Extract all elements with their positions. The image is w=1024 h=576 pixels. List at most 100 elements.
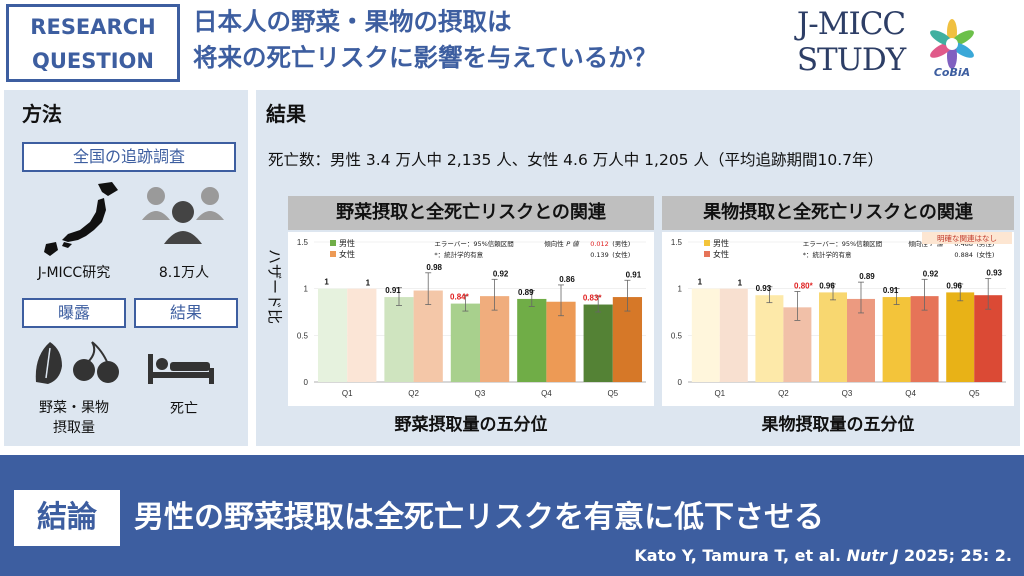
legend-swatch: [704, 251, 710, 257]
vegetable-fruit-icon: [35, 341, 119, 384]
outcome-label: 結果: [134, 298, 238, 328]
bar: [583, 304, 613, 382]
data-label: 0.93: [986, 268, 1002, 277]
data-label: 0.89: [859, 272, 875, 281]
trend-sex-female: (女性): [612, 250, 630, 259]
x-tick-label: Q1: [714, 389, 725, 398]
veg-x-axis-title: 野菜摂取量の五分位: [394, 415, 548, 435]
veg-chart-card: 0 0.5 1 1.5 Q1 1 1 Q2 0.91 0.98 Q3 0.84* 0.92 Q4 0.89 0…: [288, 232, 654, 406]
title-line1: 日本人の野菜・果物の摂取は: [193, 7, 512, 36]
trend-p-male: 0.012: [590, 240, 609, 248]
trend-p-label: P 値: [566, 240, 580, 248]
bar: [755, 295, 784, 382]
note-significance: *：統計学的有意: [434, 250, 483, 259]
data-label: 0.96: [819, 281, 835, 290]
data-label: 0.92: [923, 269, 939, 278]
cobia-text: CoBiA: [933, 66, 971, 79]
bar: [819, 292, 847, 382]
citation: Kato Y, Tamura T, et al. Nutr J 2025; 25…: [634, 546, 1012, 565]
bar: [384, 297, 414, 382]
bar: [946, 292, 975, 382]
conclusion-text: 男性の野菜摂取は全死亡リスクを有意に低下させる: [134, 500, 824, 535]
data-label: 0.80*: [794, 281, 814, 290]
research-question-box: RESEARCH QUESTION: [6, 4, 180, 82]
data-label: 0.96: [946, 281, 962, 290]
note-significance: *：統計学的有意: [803, 250, 852, 259]
people-group-icon: [142, 187, 224, 244]
conclusion-banner: [0, 455, 1024, 576]
badge-bg: [922, 231, 1012, 244]
legend-label: 女性: [339, 249, 355, 259]
jmicc-logo: J-MICC STUDY: [792, 6, 910, 84]
trend-sex-male: (男性): [612, 239, 630, 248]
bed-icon: [148, 354, 214, 384]
data-label: 1: [698, 278, 703, 287]
deaths-summary: 死亡数：男性 3.4 万人中 2,135 人、女性 4.6 万人中 1,205 …: [268, 151, 883, 169]
results-title: 結果: [266, 102, 306, 126]
exposure-label: 曝露: [22, 298, 126, 328]
legend-swatch: [330, 251, 336, 257]
logo-line1: J-MICC: [796, 6, 906, 42]
x-tick-label: Q3: [842, 389, 853, 398]
bar: [347, 288, 377, 382]
cobia-logo-icon: [930, 19, 974, 69]
bar: [882, 297, 911, 382]
data-label: 0.92: [493, 269, 509, 278]
legend-swatch: [704, 240, 710, 246]
data-label: 0.89: [518, 288, 534, 297]
bar: [317, 288, 348, 382]
x-tick-label: Q5: [969, 389, 980, 398]
x-tick-label: Q3: [475, 389, 486, 398]
y-tick-label: 1.5: [671, 238, 683, 247]
y-tick-label: 0: [304, 378, 309, 387]
y-tick-label: 0.5: [297, 331, 309, 340]
rq-line2: QUESTION: [32, 49, 154, 73]
trend-p-female: 0.139: [590, 251, 609, 259]
y-tick-label: 1.5: [297, 238, 309, 247]
methods-title: 方法: [22, 102, 62, 126]
note-errorbar: エラーバー：95%信頼区間: [803, 239, 882, 248]
x-tick-label: Q2: [778, 389, 789, 398]
bar: [450, 303, 480, 382]
x-tick-label: Q1: [342, 389, 353, 398]
bar: [517, 298, 547, 382]
trend-p-female: 0.884: [954, 251, 973, 259]
fruit-chart: 0 0.5 1 1.5 Q1 1 1 Q2 0.93 0.80* Q3 0.96 0.89 Q4 0.91 0…: [671, 231, 1012, 398]
y-tick-label: 1: [304, 285, 309, 294]
bar: [974, 295, 1003, 382]
x-tick-label: Q4: [905, 389, 916, 398]
data-label: 0.98: [426, 263, 442, 272]
data-label: 0.93: [756, 284, 772, 293]
bar: [413, 290, 443, 382]
bar: [719, 288, 748, 382]
study-name: J-MICC研究: [37, 265, 111, 281]
data-label: 1: [366, 279, 371, 288]
data-label: 1: [324, 278, 329, 287]
exposure-line2: 摂取量: [53, 420, 95, 436]
outcome-value: 死亡: [170, 401, 198, 417]
data-label: 0.86: [559, 275, 575, 284]
fruit-chart-title: 果物摂取と全死亡リスクとの関連: [662, 196, 1014, 230]
no-association-badge: 明確な関連はなし: [937, 233, 997, 243]
data-label: 0.91: [626, 270, 642, 279]
trend-prefix: 傾向性: [908, 239, 928, 248]
exposure-value: 野菜・果物 摂取量: [16, 398, 132, 438]
veg-chart-title: 野菜摂取と全死亡リスクとの関連: [288, 196, 654, 230]
exposure-line1: 野菜・果物: [39, 400, 109, 416]
title-line2: 将来の死亡リスクに影響を与えているか？: [193, 43, 658, 72]
citation-authors: Kato Y, Tamura T, et al.: [634, 546, 847, 565]
cohort-label: 全国の追跡調査: [22, 142, 236, 172]
legend-label: 男性: [339, 238, 355, 248]
note-errorbar: エラーバー：95%信頼区間: [434, 239, 513, 248]
y-axis-label: ハザード比: [265, 248, 284, 324]
trend-sex-female: (女性): [976, 250, 994, 259]
logo-line2: STUDY: [796, 42, 906, 78]
rq-line1: RESEARCH: [30, 15, 156, 39]
citation-journal: Nutr J: [846, 546, 899, 565]
x-tick-label: Q2: [408, 389, 419, 398]
legend-label: 女性: [713, 249, 729, 259]
data-label: 0.91: [883, 286, 899, 295]
data-label: 0.83*: [583, 294, 603, 303]
data-label: 1: [738, 279, 743, 288]
citation-volume: 2025; 25: 2.: [898, 546, 1012, 565]
